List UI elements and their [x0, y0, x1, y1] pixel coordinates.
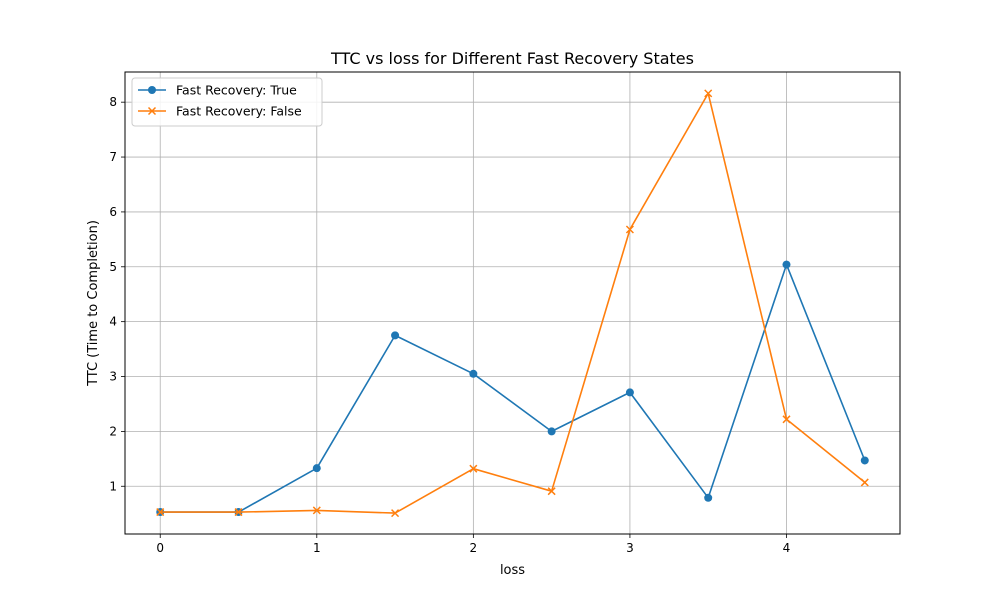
y-tick-label: 6: [109, 205, 117, 219]
x-tick-label: 4: [783, 541, 791, 555]
y-tick-label: 7: [109, 150, 117, 164]
legend-label-true: Fast Recovery: True: [176, 83, 297, 98]
grid: [125, 72, 900, 534]
plot-series: [156, 89, 869, 518]
x-tick-label: 3: [626, 541, 634, 555]
x-axis-label: loss: [500, 563, 525, 578]
x-tick-label: 0: [156, 541, 164, 555]
series-line-0: [160, 263, 866, 513]
data-point: [391, 331, 400, 340]
data-point: [547, 427, 556, 436]
axis-ticks: 0 1 2 3 4 1 2 3 4 5 6 7 8: [109, 95, 790, 555]
data-point: [469, 464, 478, 473]
data-point: [782, 415, 791, 424]
series-line-1: [160, 92, 866, 514]
y-tick-label: 8: [109, 95, 117, 109]
data-point: [860, 478, 869, 487]
y-tick-label: 5: [109, 260, 117, 274]
data-point: [547, 487, 556, 496]
data-point: [234, 508, 243, 517]
data-point: [704, 89, 713, 98]
data-point: [625, 388, 634, 397]
plot-frame: [124, 71, 901, 535]
data-point: [782, 260, 791, 269]
y-tick-label: 1: [109, 479, 117, 493]
data-point: [860, 456, 869, 465]
chart-title: TTC vs loss for Different Fast Recovery …: [330, 49, 694, 68]
data-point: [312, 506, 321, 515]
legend-marker-true: [148, 86, 156, 94]
data-point: [704, 493, 713, 502]
data-point: [312, 464, 321, 473]
data-point: [625, 225, 634, 234]
y-axis-label: TTC (Time to Completion): [86, 220, 101, 387]
legend-marker-false: [147, 106, 157, 116]
x-tick-label: 1: [313, 541, 321, 555]
x-tick-label: 2: [470, 541, 478, 555]
data-point: [469, 369, 478, 378]
legend-box: [131, 77, 323, 127]
y-tick-label: 4: [109, 315, 117, 329]
legend: Fast Recovery: True Fast Recovery: False: [131, 77, 323, 127]
data-point: [156, 508, 165, 517]
data-point: [391, 509, 400, 518]
legend-label-false: Fast Recovery: False: [176, 104, 302, 119]
y-tick-label: 2: [109, 424, 117, 438]
y-tick-label: 3: [109, 370, 117, 384]
